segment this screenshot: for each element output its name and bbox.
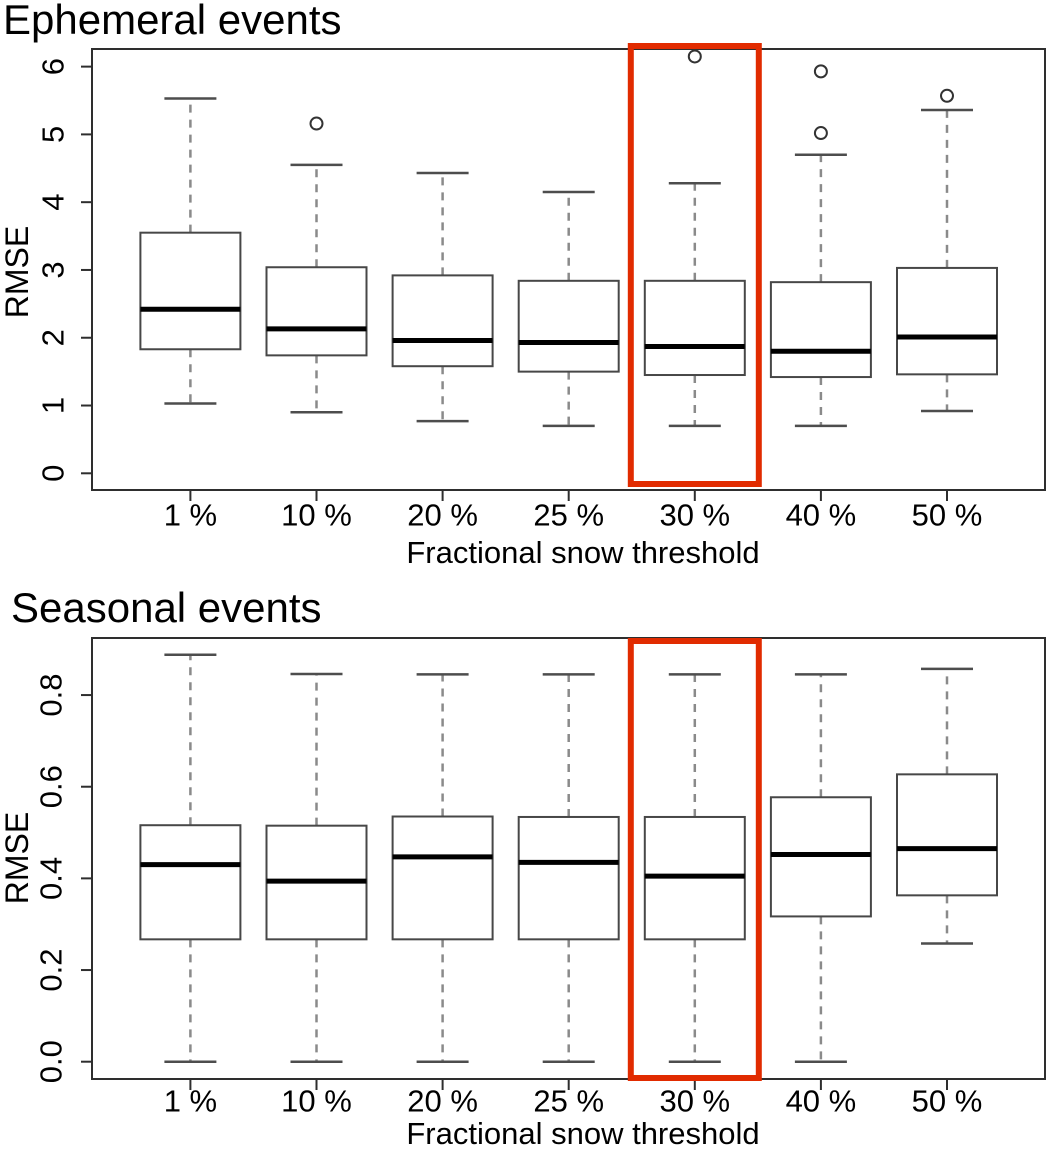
box-20%: [391, 673, 494, 1063]
x-tick-label: 50 %: [912, 498, 983, 533]
box-30%: [643, 673, 746, 1063]
chart-title-seasonal: Seasonal events: [11, 584, 322, 631]
highlight-rect: [627, 638, 762, 1081]
chart-seasonal: 0.0 0.2 0.4 0.6 0.8 1 % 10 % 20 % 25 % 30 % 40 % 50…: [34, 637, 1046, 1119]
y-tick-label: 6: [36, 58, 71, 75]
chart-ephemeral: 0 1 2 3 4 5 6 1 % 10 % 20 % 25 % 30 % 40 % 50 %: [36, 43, 1046, 533]
outlier-point: [813, 126, 828, 141]
box-25%: [517, 673, 620, 1063]
outlier-point: [687, 49, 702, 64]
chart-title-ephemeral: Ephemeral events: [3, 0, 342, 43]
x-tick-label: 1 %: [164, 1084, 217, 1119]
y-tick-label: 0.2: [34, 948, 69, 991]
box-1%: [139, 97, 242, 405]
outlier-point: [940, 88, 954, 103]
box-40%: [769, 673, 872, 1063]
x-tick-label: 25 %: [533, 1084, 604, 1119]
x-tick-label: 20 %: [407, 498, 478, 533]
y-tick-label: 0: [36, 465, 71, 482]
outlier-point: [309, 116, 324, 131]
box-1%: [139, 653, 242, 1063]
y-tick-label: 4: [36, 194, 71, 211]
box-30%: [643, 49, 746, 428]
box-10%: [265, 672, 368, 1063]
y-tick-label: 0.0: [34, 1040, 69, 1083]
x-tick-label: 40 %: [786, 498, 857, 533]
x-tick-label: 20 %: [407, 1084, 478, 1119]
x-tick-label: 10 %: [281, 1084, 352, 1119]
x-tick-label: 40 %: [786, 1084, 857, 1119]
iqr-box: [769, 281, 872, 379]
x-tick-label: 10 %: [281, 498, 352, 533]
box-50%: [896, 667, 998, 945]
x-tick-label: 30 %: [659, 1084, 730, 1119]
box-50%: [896, 88, 998, 413]
x-tick-label: 25 %: [533, 498, 604, 533]
x-tick-label: 1 %: [164, 498, 217, 533]
x-tick-label: 30 %: [659, 498, 730, 533]
y-tick-label: 0.6: [34, 765, 69, 808]
y-axis-label-seasonal: RMSE: [0, 811, 35, 905]
y-tick-label: 2: [36, 329, 71, 346]
iqr-box: [265, 266, 368, 357]
x-tick-label: 50 %: [912, 1084, 983, 1119]
x-axis-label-ephemeral: Fractional snow threshold: [406, 535, 760, 570]
iqr-box: [517, 815, 620, 941]
iqr-box: [139, 824, 242, 941]
y-tick-label: 3: [36, 261, 71, 278]
x-axis-label-seasonal: Fractional snow threshold: [406, 1116, 760, 1151]
box-25%: [517, 190, 620, 428]
y-tick-label: 0.8: [34, 674, 69, 717]
iqr-box: [643, 279, 746, 377]
highlight-rect: [627, 43, 762, 487]
box-20%: [391, 171, 494, 423]
iqr-box: [391, 815, 494, 941]
y-tick-label: 0.4: [34, 857, 69, 900]
iqr-box: [896, 773, 998, 897]
box-10%: [265, 116, 368, 414]
iqr-box: [896, 266, 998, 376]
y-tick-label: 1: [36, 397, 71, 414]
box-40%: [769, 64, 872, 428]
iqr-box: [517, 279, 620, 373]
outlier-point: [813, 64, 828, 79]
iqr-box: [391, 274, 494, 368]
iqr-box: [139, 231, 242, 351]
y-axis-label-ephemeral: RMSE: [0, 225, 35, 319]
y-tick-label: 5: [36, 126, 71, 143]
